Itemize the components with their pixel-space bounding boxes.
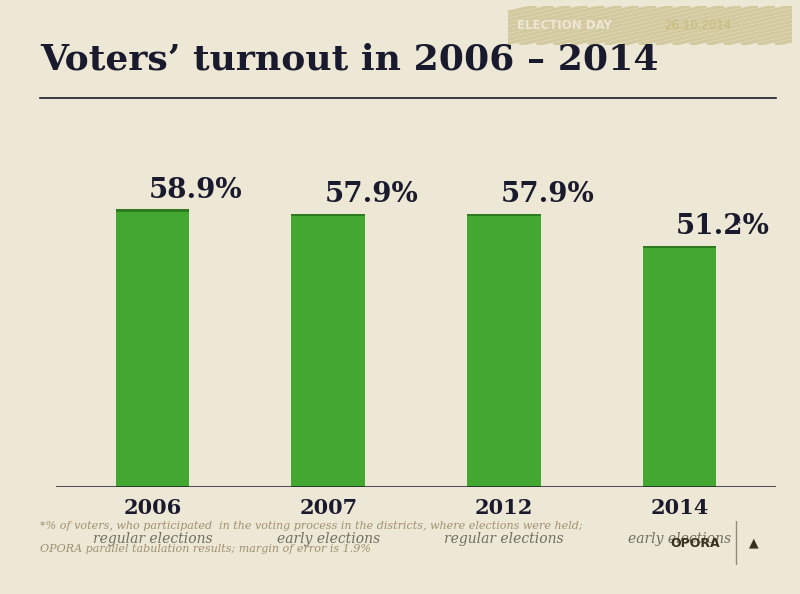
Bar — [642, 245, 716, 248]
Text: *% of voters, who participated  in the voting process in the districts, where el: *% of voters, who participated in the vo… — [40, 521, 582, 530]
Text: ELECTION DAY: ELECTION DAY — [517, 19, 611, 31]
Bar — [467, 214, 541, 216]
Text: OPORA parallel tabulation results; margin of error is 1.9%: OPORA parallel tabulation results; margi… — [40, 545, 371, 554]
Bar — [291, 216, 365, 487]
Bar — [116, 211, 190, 487]
Text: regular elections: regular elections — [93, 532, 212, 546]
Text: regular elections: regular elections — [444, 532, 564, 546]
Bar — [116, 209, 190, 211]
Text: *: * — [734, 219, 741, 232]
Text: 26.10.2014: 26.10.2014 — [664, 19, 731, 31]
Text: 57.9%: 57.9% — [500, 181, 594, 208]
Text: 57.9%: 57.9% — [325, 181, 418, 208]
Bar — [291, 214, 365, 216]
Bar — [642, 248, 716, 487]
Bar — [467, 216, 541, 487]
Text: Voters’ turnout in 2006 – 2014: Voters’ turnout in 2006 – 2014 — [40, 42, 658, 77]
Text: 58.9%: 58.9% — [149, 176, 242, 204]
Text: OPORA: OPORA — [670, 537, 720, 549]
Text: 51.2%: 51.2% — [676, 213, 770, 240]
Text: early elections: early elections — [277, 532, 380, 546]
Text: ▲: ▲ — [749, 537, 758, 549]
Text: early elections: early elections — [628, 532, 731, 546]
